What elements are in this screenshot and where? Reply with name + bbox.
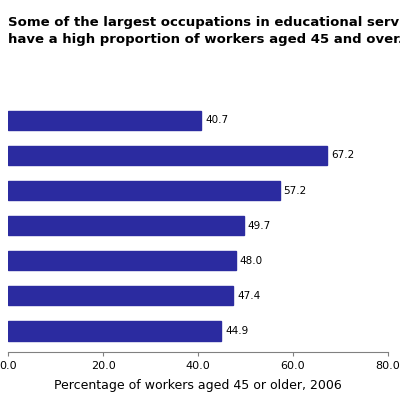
Bar: [8, 251, 236, 270]
Bar: [8, 111, 201, 130]
Text: 49.7: 49.7: [248, 221, 271, 231]
Text: 47.4: 47.4: [237, 291, 260, 301]
Text: 48.0: 48.0: [240, 256, 263, 266]
Text: 44.9: 44.9: [225, 326, 248, 336]
Bar: [8, 146, 327, 165]
Text: 67.2: 67.2: [331, 150, 354, 160]
Text: Some of the largest occupations in educational services
have a high proportion o: Some of the largest occupations in educa…: [8, 16, 400, 46]
Text: 57.2: 57.2: [284, 186, 307, 196]
Bar: [8, 216, 244, 235]
Text: 40.7: 40.7: [205, 116, 228, 126]
Bar: [8, 321, 221, 340]
Bar: [8, 181, 280, 200]
X-axis label: Percentage of workers aged 45 or older, 2006: Percentage of workers aged 45 or older, …: [54, 379, 342, 392]
Bar: [8, 286, 233, 306]
